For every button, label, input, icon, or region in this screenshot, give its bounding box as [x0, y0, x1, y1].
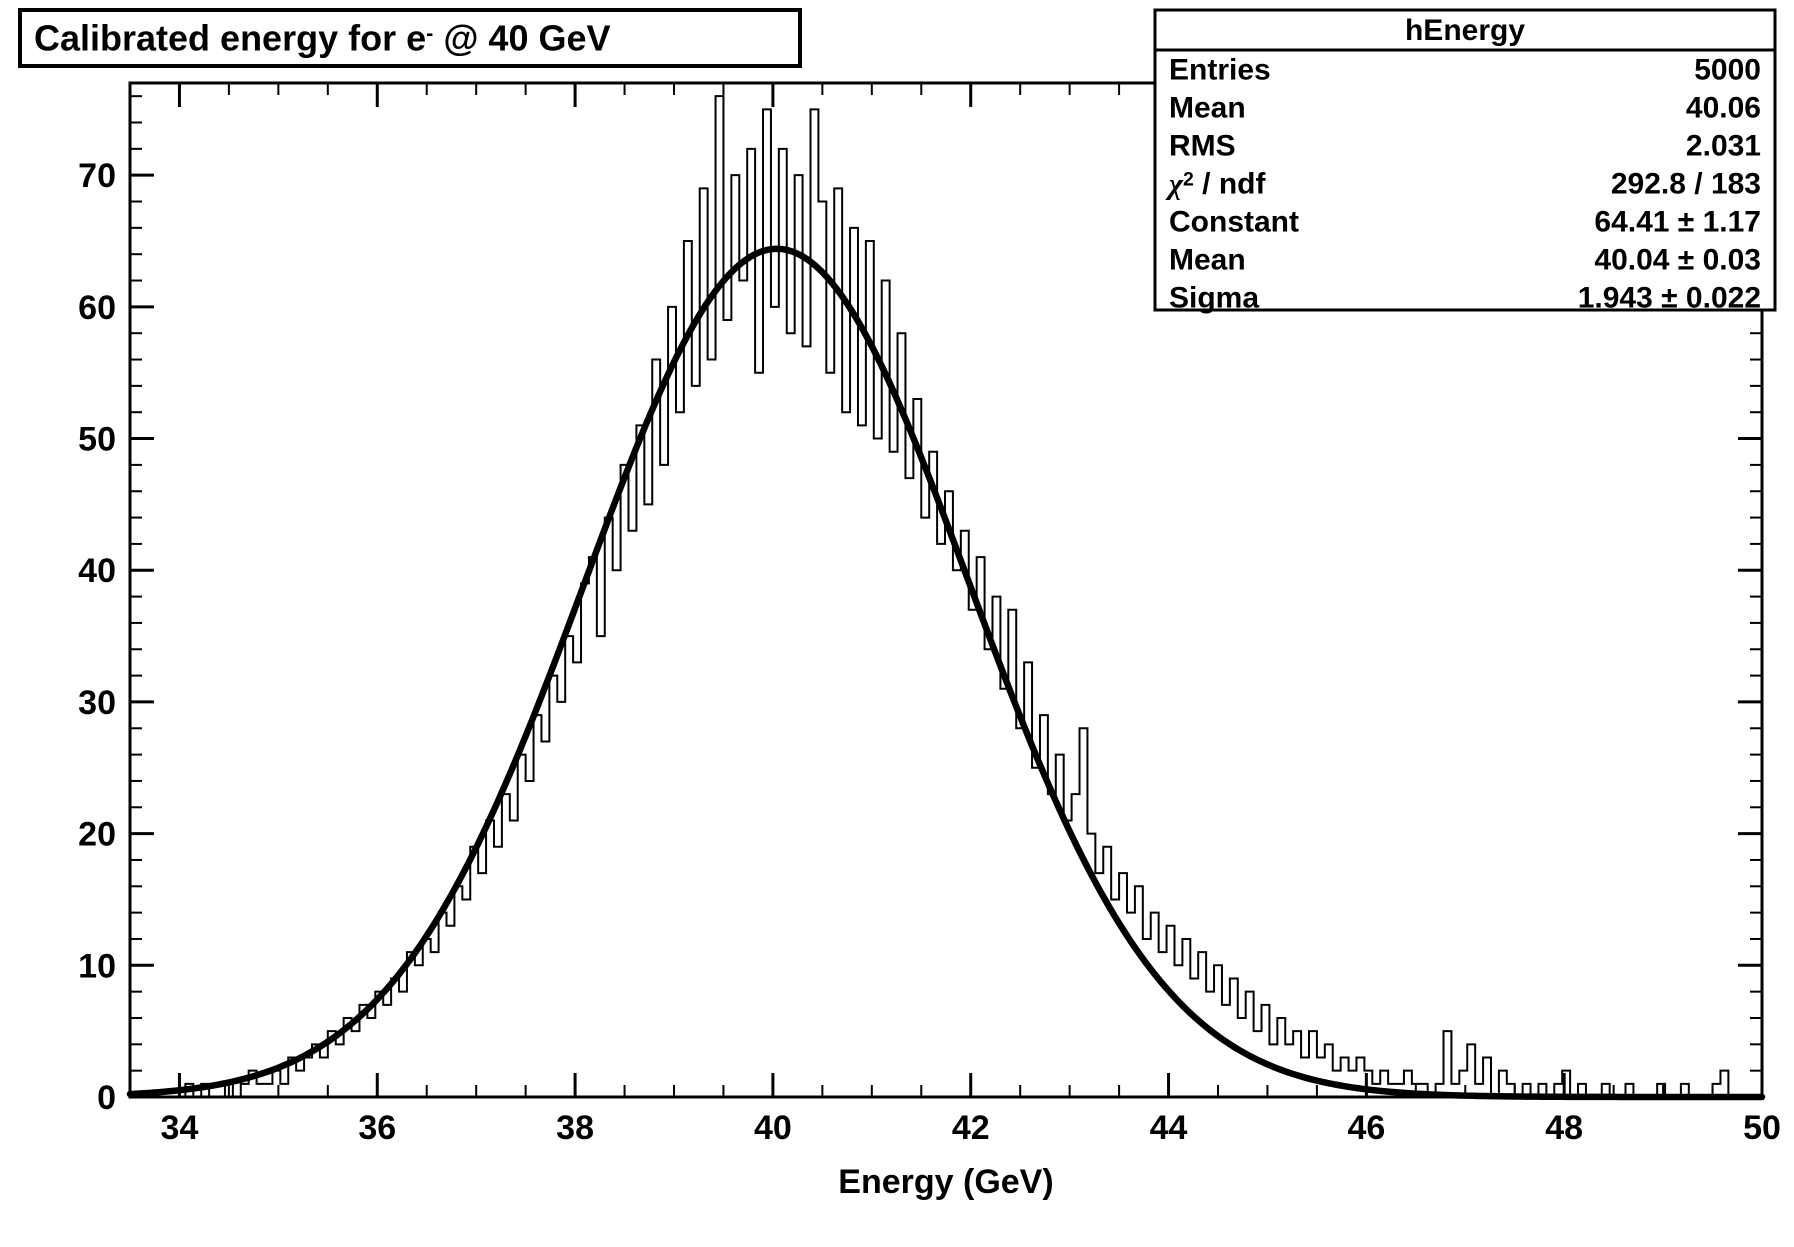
stats-label: RMS — [1169, 130, 1236, 163]
xtick-label: 50 — [1743, 1109, 1781, 1147]
stats-label: Mean — [1169, 92, 1246, 125]
stats-header: hEnergy — [1405, 14, 1525, 47]
stats-value: 2.031 — [1686, 130, 1761, 163]
xtick-label: 38 — [556, 1109, 594, 1147]
stats-label: Constant — [1169, 206, 1299, 239]
stats-value: 5000 — [1694, 54, 1761, 87]
stats-value: 1.943 ± 0.022 — [1578, 282, 1761, 315]
x-axis-label: Energy (GeV) — [838, 1163, 1053, 1201]
gaussian-fit-curve — [130, 249, 1762, 1097]
xtick-label: 48 — [1545, 1109, 1583, 1147]
xtick-label: 42 — [952, 1109, 990, 1147]
stats-label: χ2 / ndf — [1165, 168, 1266, 201]
xtick-label: 34 — [161, 1109, 199, 1147]
energy-histogram: 34 36 38 40 42 44 46 48 50 0 10 20 30 40 50 60 70 Energy … — [0, 0, 1794, 1247]
xtick-label: 44 — [1150, 1109, 1188, 1147]
ytick-label: 10 — [78, 947, 116, 985]
stats-label: Entries — [1169, 54, 1271, 87]
ytick-label: 60 — [78, 289, 116, 327]
stats-value: 40.04 ± 0.03 — [1594, 244, 1761, 277]
xtick-label: 46 — [1347, 1109, 1385, 1147]
stats-value: 40.06 — [1686, 92, 1761, 125]
ytick-label: 30 — [78, 684, 116, 722]
ytick-label: 40 — [78, 552, 116, 590]
xtick-label: 36 — [358, 1109, 396, 1147]
stats-value: 292.8 / 183 — [1611, 168, 1761, 201]
stats-value: 64.41 ± 1.17 — [1594, 206, 1761, 239]
ytick-label: 20 — [78, 816, 116, 854]
ytick-label: 50 — [78, 421, 116, 459]
stats-label: Sigma — [1169, 282, 1259, 315]
chart-title: Calibrated energy for e- @ 40 GeV — [34, 17, 611, 58]
stats-label: Mean — [1169, 244, 1246, 277]
xtick-label: 40 — [754, 1109, 792, 1147]
ytick-label: 70 — [78, 157, 116, 195]
ytick-label: 0 — [97, 1079, 116, 1117]
